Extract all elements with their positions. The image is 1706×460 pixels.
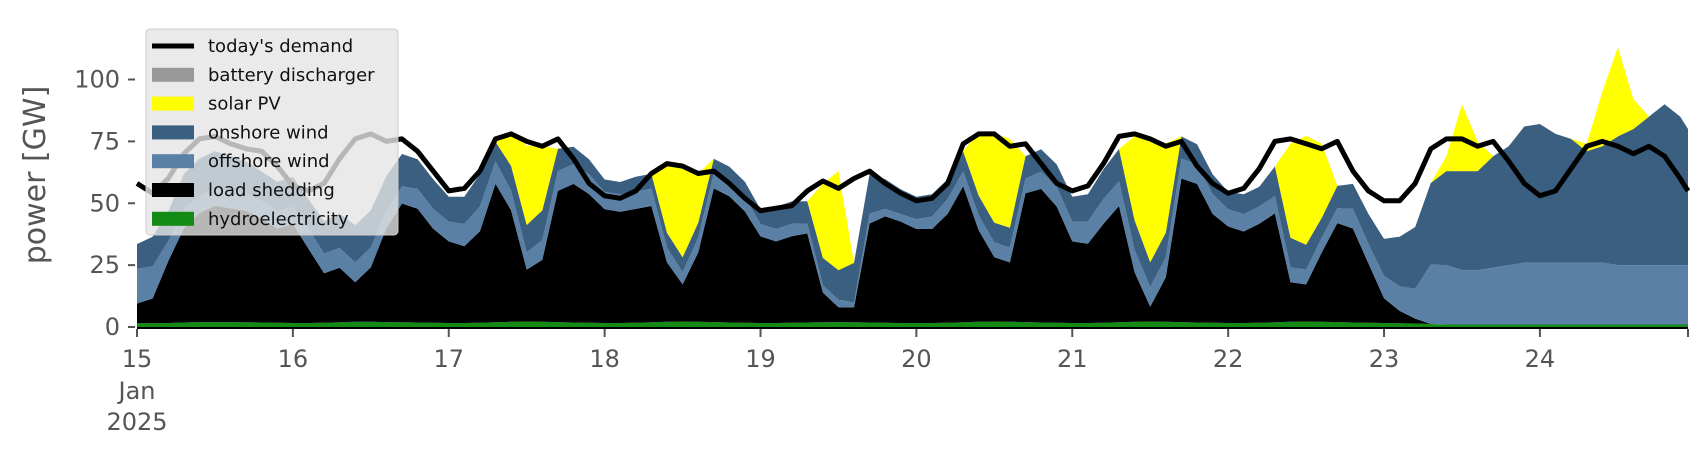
area-solar-pv (137, 47, 1688, 271)
legend-label-today-s-demand: today's demand (208, 36, 353, 57)
y-tick-label: 100 (74, 66, 120, 94)
legend-label-hydroelectricity: hydroelectricity (208, 209, 349, 230)
legend-swatch-battery-discharger (152, 67, 194, 82)
y-tick-label: 0 (105, 313, 120, 341)
x-tick-sublabel: Jan (117, 377, 156, 405)
legend-label-battery-discharger: battery discharger (208, 65, 375, 86)
x-tick-label: 16 (278, 345, 309, 373)
legend-swatch-load-shedding (152, 183, 194, 197)
x-tick-label: 23 (1369, 345, 1400, 373)
x-tick-label: 18 (589, 345, 620, 373)
legend-swatch-offshore-wind (152, 154, 194, 169)
y-axis-label: power [GW] (18, 86, 53, 265)
legend-box (145, 28, 399, 236)
x-tick-label: 19 (745, 345, 776, 373)
stacked-area-layer (137, 47, 1688, 327)
y-tick-label: 75 (89, 127, 120, 155)
legend-swatch-hydroelectricity (152, 211, 194, 226)
y-tick-label: 50 (89, 189, 120, 217)
x-tick-label: 24 (1525, 345, 1556, 373)
legend: today's demand battery discharger solar PV… (145, 28, 399, 236)
x-tick-label: 20 (901, 345, 932, 373)
legend-label-onshore-wind: onshore wind (208, 122, 329, 143)
x-tick-sublabel: 2025 (106, 408, 167, 436)
axes-layer: 0 25 50 75 100 15 16 17 18 19 20 21 22 23 24 Jan 2025 (74, 66, 1689, 436)
x-tick-label: 21 (1057, 345, 1088, 373)
y-tick-label: 25 (89, 251, 120, 279)
legend-swatch-onshore-wind (152, 125, 194, 140)
area-load-shedding (137, 178, 1688, 325)
area-onshore-wind (137, 104, 1688, 303)
x-tick-label: 17 (433, 345, 464, 373)
legend-label-solar-pv: solar PV (208, 94, 281, 115)
x-tick-label: 22 (1213, 345, 1244, 373)
legend-label-offshore-wind: offshore wind (208, 151, 330, 172)
x-tick-label: 15 (122, 345, 153, 373)
legend-label-load-shedding: load shedding (208, 180, 335, 201)
area-offshore-wind (137, 158, 1688, 325)
legend-swatch-solar-pv (152, 96, 194, 111)
area-hydroelectricity (137, 321, 1688, 327)
